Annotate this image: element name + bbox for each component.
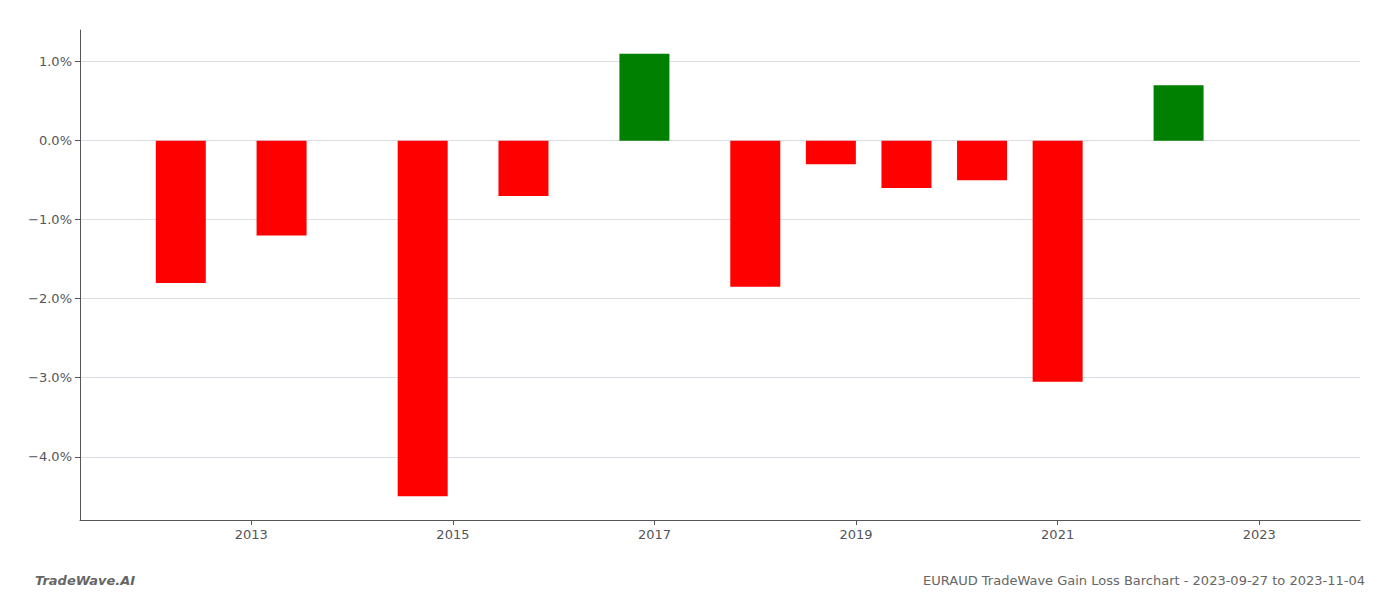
svg-text:EURAUD TradeWave Gain Loss Bar: EURAUD TradeWave Gain Loss Barchart - 20… (923, 573, 1365, 588)
svg-text:TradeWave.AI: TradeWave.AI (35, 573, 135, 588)
svg-text:1.0%: 1.0% (39, 54, 72, 69)
svg-text:−1.0%: −1.0% (28, 212, 72, 227)
svg-text:−3.0%: −3.0% (28, 370, 72, 385)
svg-text:−2.0%: −2.0% (28, 291, 72, 306)
svg-text:2023: 2023 (1243, 527, 1276, 542)
svg-text:2019: 2019 (840, 527, 873, 542)
svg-text:2015: 2015 (436, 527, 469, 542)
svg-text:0.0%: 0.0% (39, 133, 72, 148)
svg-text:2017: 2017 (638, 527, 671, 542)
svg-text:2013: 2013 (235, 527, 268, 542)
svg-text:2021: 2021 (1041, 527, 1074, 542)
svg-text:−4.0%: −4.0% (28, 449, 72, 464)
